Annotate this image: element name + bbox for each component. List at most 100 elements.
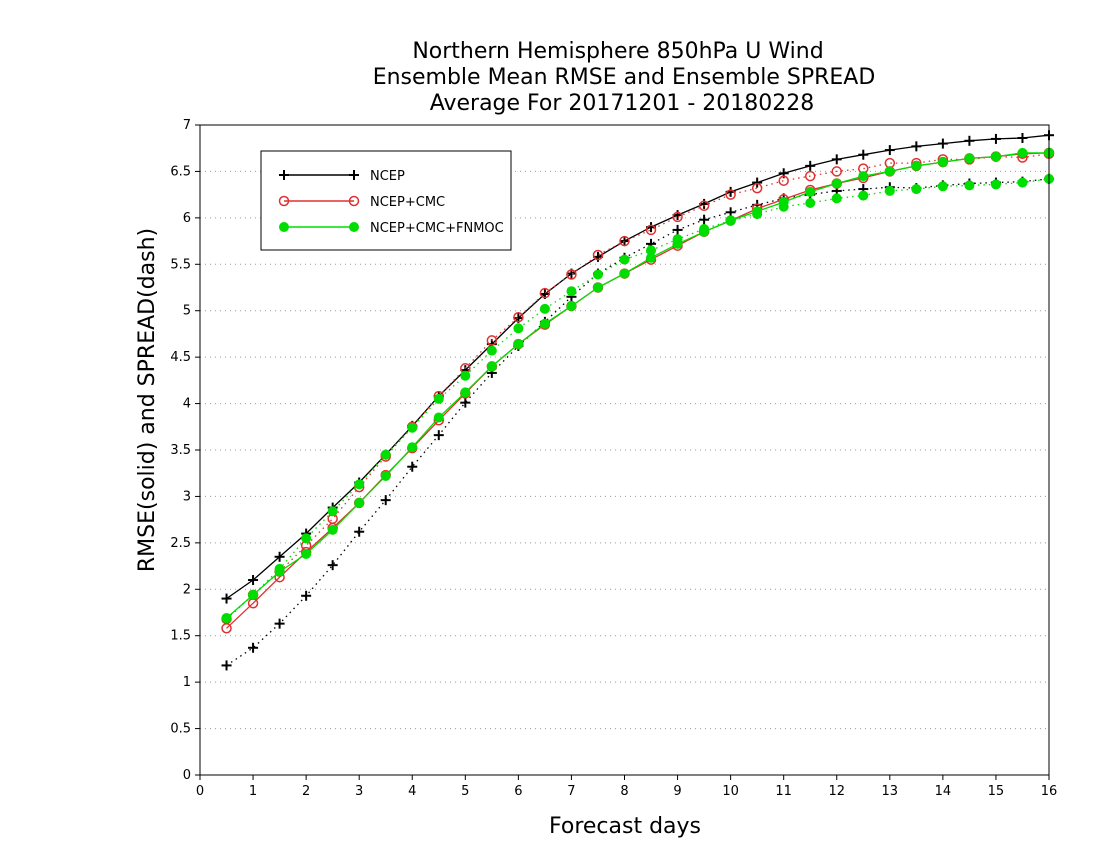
data-point-spread xyxy=(672,211,683,223)
legend-marker xyxy=(279,170,289,180)
data-point-spread xyxy=(805,198,816,208)
data-point-rmse xyxy=(699,226,710,237)
data-point-rmse xyxy=(858,171,869,182)
data-point-rmse xyxy=(990,133,1001,144)
data-point-rmse xyxy=(831,154,842,165)
data-point-rmse xyxy=(354,497,365,508)
data-point-spread xyxy=(751,182,763,194)
data-point-rmse xyxy=(725,215,736,226)
data-point-rmse xyxy=(433,412,444,423)
data-point-spread xyxy=(486,345,497,356)
data-point-spread xyxy=(380,495,391,506)
x-tick-label: 13 xyxy=(882,784,899,799)
data-point-rmse xyxy=(248,575,259,585)
data-point-spread xyxy=(407,422,418,433)
legend: NCEP NCEP+CMC NCEP+CMC+FNMOC xyxy=(260,150,512,251)
data-point-spread xyxy=(433,430,444,441)
data-point-rmse xyxy=(778,197,789,208)
data-point-spread xyxy=(354,479,365,490)
data-point-rmse xyxy=(672,238,683,249)
data-point-spread xyxy=(566,269,577,280)
data-point-spread xyxy=(380,449,391,460)
data-point-spread xyxy=(672,224,683,235)
x-tick-label: 6 xyxy=(514,784,522,799)
data-point-spread xyxy=(937,181,948,192)
x-tick-label: 16 xyxy=(1041,784,1058,799)
data-point-spread xyxy=(778,175,789,186)
data-point-rmse xyxy=(752,206,763,217)
x-tick-label: 1 xyxy=(249,784,257,799)
data-point-spread xyxy=(699,214,710,225)
x-tick-label: 10 xyxy=(722,784,739,799)
data-point-spread xyxy=(513,323,524,334)
data-point-spread xyxy=(274,618,285,629)
chart-title-line-3: Average For 20171201 - 20180228 xyxy=(430,91,815,116)
data-point-rmse xyxy=(221,593,232,604)
x-tick-label: 14 xyxy=(935,784,952,799)
y-tick-label: 7 xyxy=(183,118,191,133)
data-point-rmse xyxy=(884,145,895,156)
data-point-spread xyxy=(831,193,842,204)
x-tick-label: 2 xyxy=(302,784,310,799)
data-point-spread xyxy=(619,235,630,247)
x-tick-label: 8 xyxy=(620,784,628,799)
data-point-spread xyxy=(964,180,975,191)
data-point-rmse xyxy=(274,566,285,577)
data-point-rmse xyxy=(937,157,948,168)
data-point-spread xyxy=(592,269,603,280)
chart-title-line-1: Northern Hemisphere 850hPa U Wind xyxy=(412,39,823,64)
data-point-spread xyxy=(804,170,816,182)
x-tick-label: 15 xyxy=(988,784,1005,799)
data-point-rmse xyxy=(884,166,895,177)
data-point-spread xyxy=(248,642,259,653)
data-point-rmse xyxy=(274,551,285,562)
y-tick-label: 2 xyxy=(183,582,191,597)
chart-title: Northern Hemisphere 850hPa U Wind Ensemb… xyxy=(373,39,876,116)
legend-marker xyxy=(279,222,289,232)
x-axis: 0 1 2 3 4 5 6 7 8 9 10 11 12 13 14 15 16 xyxy=(196,775,1057,799)
data-point-rmse xyxy=(964,135,975,146)
y-tick-label: 3 xyxy=(183,489,191,504)
data-point-rmse xyxy=(805,186,816,197)
data-point-spread xyxy=(1017,177,1028,188)
x-tick-label: 5 xyxy=(461,784,469,799)
data-point-spread xyxy=(460,397,471,408)
data-point-spread xyxy=(407,461,418,472)
chart-title-line-2: Ensemble Mean RMSE and Ensemble SPREAD xyxy=(373,65,876,90)
data-point-rmse xyxy=(407,442,418,453)
data-point-rmse xyxy=(380,471,391,481)
y-tick-label: 6.5 xyxy=(170,164,191,179)
data-point-spread xyxy=(539,303,550,314)
x-tick-label: 4 xyxy=(408,784,416,799)
legend-label: NCEP+CMC+FNMOC xyxy=(370,221,504,236)
data-point-spread xyxy=(646,245,657,256)
legend-label: NCEP xyxy=(370,169,405,184)
data-point-rmse xyxy=(911,160,922,171)
data-point-rmse xyxy=(1017,133,1028,143)
data-point-spread xyxy=(990,179,1001,190)
y-tick-label: 0.5 xyxy=(170,722,191,737)
data-point-spread xyxy=(327,506,338,517)
data-point-rmse xyxy=(964,153,975,164)
data-point-rmse xyxy=(513,339,524,350)
data-point-spread xyxy=(354,526,365,537)
data-point-rmse xyxy=(221,623,232,634)
y-tick-label: 4 xyxy=(183,397,191,412)
data-point-spread xyxy=(327,560,338,571)
y-tick-label: 5 xyxy=(183,304,191,319)
y-tick-label: 4.5 xyxy=(170,350,191,365)
series-layer xyxy=(221,130,1055,671)
y-tick-label: 5.5 xyxy=(170,257,191,272)
data-point-rmse xyxy=(248,589,259,600)
x-tick-label: 12 xyxy=(828,784,845,799)
x-axis-label: Forecast days xyxy=(549,814,701,839)
data-point-rmse xyxy=(990,151,1001,162)
data-point-spread xyxy=(301,533,312,544)
y-axis-label: RMSE(solid) and SPREAD(dash) xyxy=(135,228,160,572)
x-tick-label: 3 xyxy=(355,784,363,799)
data-point-rmse xyxy=(301,549,312,559)
data-point-rmse xyxy=(327,524,338,535)
legend-marker xyxy=(349,222,359,232)
data-point-rmse xyxy=(831,178,842,189)
